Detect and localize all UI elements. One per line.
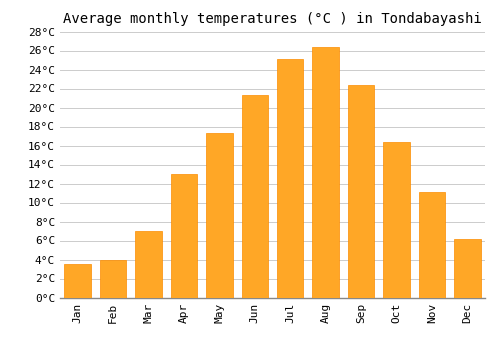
Bar xyxy=(170,174,197,298)
Bar xyxy=(454,239,480,298)
Bar xyxy=(277,59,303,298)
Title: Average monthly temperatures (°C ) in Tondabayashi: Average monthly temperatures (°C ) in To… xyxy=(63,12,482,26)
Bar xyxy=(100,260,126,298)
Bar xyxy=(206,133,233,298)
Bar xyxy=(312,47,339,298)
Bar xyxy=(348,85,374,298)
Bar xyxy=(64,264,91,298)
Bar xyxy=(383,142,409,298)
Bar xyxy=(136,231,162,298)
Bar xyxy=(242,95,268,298)
Bar xyxy=(418,192,445,298)
